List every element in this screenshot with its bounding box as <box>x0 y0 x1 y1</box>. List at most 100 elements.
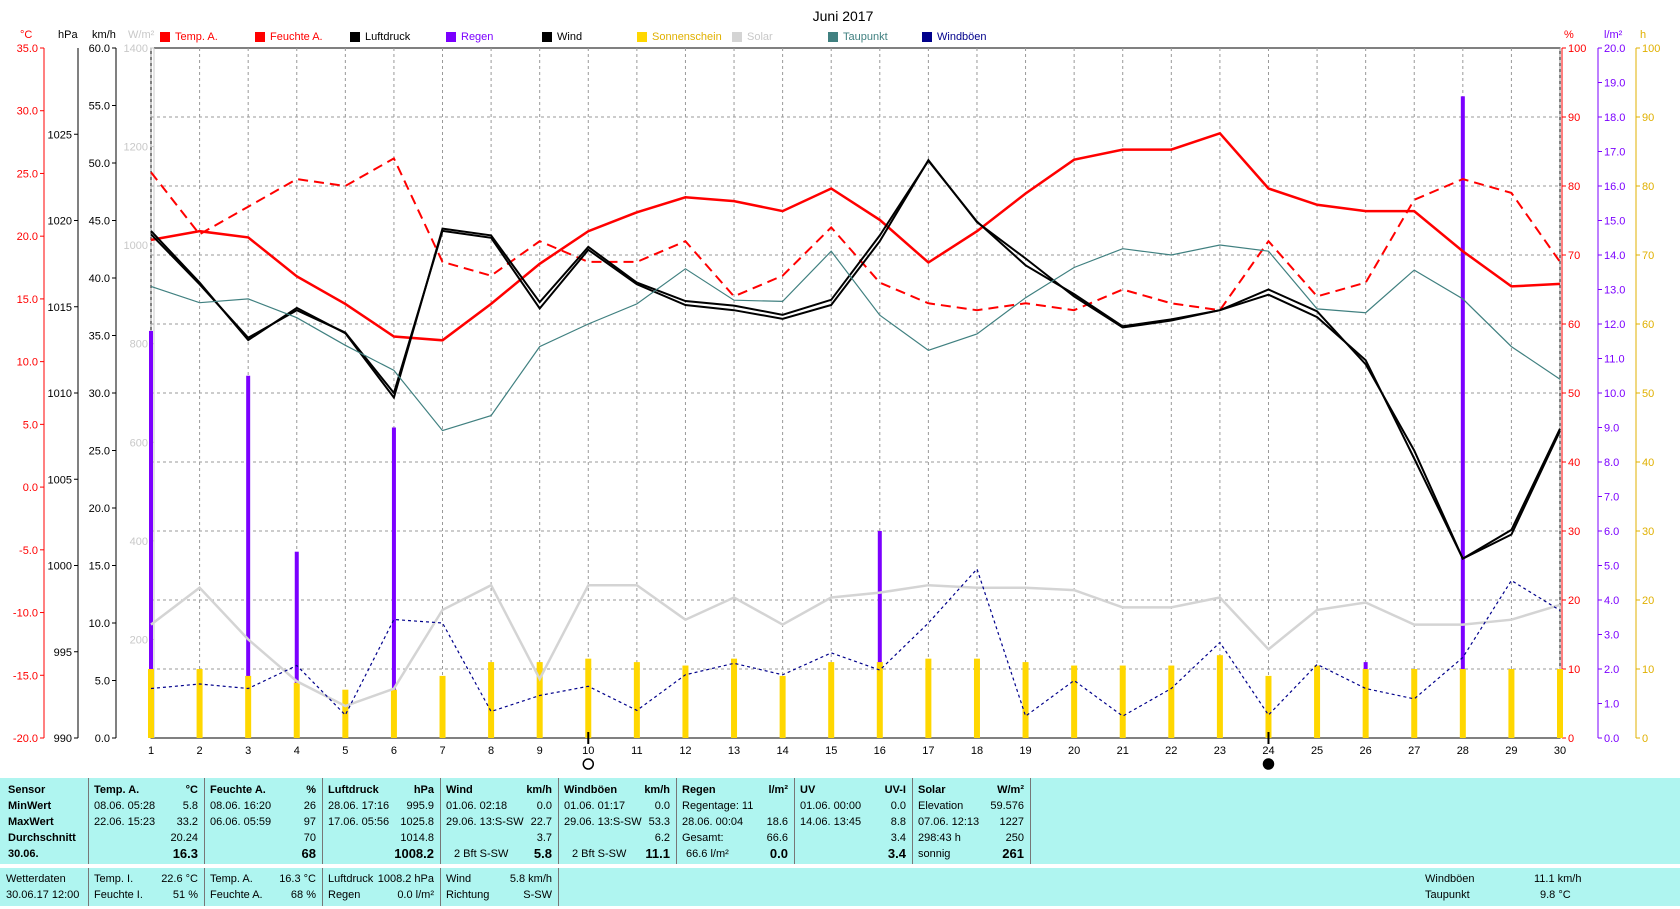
gust-min-time: 01.06. 01:17 <box>564 800 626 812</box>
sonnenschein-bar <box>585 658 592 738</box>
wind-min: 0.0 <box>536 800 552 812</box>
press-tick-label: 990 <box>54 733 72 745</box>
x-tick-label: 23 <box>1214 745 1226 757</box>
sonnenschein-bar <box>536 662 543 738</box>
rain-tick-label: 18.0 <box>1604 112 1625 124</box>
wind-tick-label: 30.0 <box>89 388 110 400</box>
x-tick-label: 21 <box>1117 745 1129 757</box>
rain-max-time: 28.06. 00:04 <box>682 816 744 828</box>
solar-tick-label: 200 <box>130 634 148 646</box>
temp-max: 33.2 <box>176 816 198 828</box>
sun-tick-label: 0 <box>1642 733 1648 745</box>
hum-current: 68 <box>301 846 316 861</box>
x-tick-label: 6 <box>391 745 397 757</box>
legend-item: Sonnenschein <box>637 30 722 44</box>
sonnenschein-bar <box>1314 665 1321 738</box>
rain-unit: l/m² <box>768 784 788 796</box>
wind-line <box>150 158 1561 561</box>
legend-item: Windböen <box>922 30 987 44</box>
x-tick-label: 27 <box>1408 745 1420 757</box>
legend-item: Feuchte A. <box>255 30 323 44</box>
rain-tick-label: 1.0 <box>1604 699 1619 711</box>
solar-elevation-label: Elevation <box>918 800 964 812</box>
direction-now: S-SW <box>523 889 552 901</box>
sonnenschein-bar <box>1411 669 1418 738</box>
press-tick-label: 1010 <box>48 388 72 400</box>
current-weather-panel: Wetterdaten 30.06.17 12:00 Temp. I. 22.6 … <box>0 868 1680 906</box>
legend-label: Feuchte A. <box>270 31 323 43</box>
legend-label: Luftdruck <box>365 31 411 43</box>
temp-outdoor-label: Temp. A. <box>210 873 253 885</box>
wind-tick-label: 0.0 <box>95 733 110 745</box>
legend-item: Taupunkt <box>828 30 888 44</box>
x-tick-label: 20 <box>1068 745 1080 757</box>
x-tick-label: 29 <box>1505 745 1517 757</box>
chart-lines <box>150 131 1561 718</box>
x-tick-label: 15 <box>825 745 837 757</box>
wind-tick-label: 15.0 <box>89 561 110 573</box>
x-tick-label: 30 <box>1554 745 1566 757</box>
hum-tick-label: 30 <box>1568 526 1580 538</box>
rain-tick-label: 2.0 <box>1604 664 1619 676</box>
temp-tick-label: 0.0 <box>23 482 38 494</box>
dewpoint-now: 9.8 °C <box>1540 889 1571 901</box>
press-unit: hPa <box>413 784 434 796</box>
stats-sensor: Sensor MinWert MaxWert Durchschnitt 30.0… <box>0 778 89 864</box>
temp-avg: 20.24 <box>170 832 198 844</box>
label-min: MinWert <box>8 800 52 812</box>
hum-tick-label: 60 <box>1568 319 1580 331</box>
rain-tick-label: 12.0 <box>1604 319 1625 331</box>
press-title: Luftdruck <box>328 784 379 796</box>
x-tick-label: 10 <box>582 745 594 757</box>
hum-outdoor-label: Feuchte A. <box>210 889 263 901</box>
uv-avg: 3.4 <box>890 832 906 844</box>
hum-tick-label: 100 <box>1568 43 1586 55</box>
solar-hours: 298:43 h <box>918 832 961 844</box>
solar-tick-label: 600 <box>130 437 148 449</box>
legend-swatch <box>732 32 742 42</box>
legend-swatch <box>828 32 838 42</box>
rain-tick-label: 0.0 <box>1604 733 1619 745</box>
sonnenschein-bar <box>390 689 397 738</box>
temp-tick-label: 25.0 <box>17 168 38 180</box>
current-date: 30.06. <box>8 848 39 860</box>
wind-tick-label: 20.0 <box>89 503 110 515</box>
sonnenschein-bar <box>1362 669 1369 738</box>
sonnenschein-bar <box>1557 669 1563 738</box>
sonnenschein-bar <box>1216 655 1223 738</box>
rain-tick-label: 13.0 <box>1604 285 1625 297</box>
hum-max-time: 06.06. 05:59 <box>210 816 272 828</box>
weather-indoor: Temp. I. 22.6 °C Feuchte I. 51 % <box>88 868 205 906</box>
x-tick-label: 1 <box>148 745 154 757</box>
hum-min-time: 08.06. 16:20 <box>210 800 272 812</box>
solar-max: 1227 <box>999 816 1024 828</box>
label-max: MaxWert <box>8 816 54 828</box>
chart-bars <box>148 96 1563 739</box>
press-max: 1025.8 <box>400 816 434 828</box>
press-now-label: Luftdruck <box>328 873 374 885</box>
temp-tick-label: 35.0 <box>17 43 38 55</box>
uv-min: 0.0 <box>890 800 906 812</box>
wind-tick-label: 5.0 <box>95 676 110 688</box>
x-tick-label: 24 <box>1262 745 1274 757</box>
wind-max: 22.7 <box>530 816 552 828</box>
press-unit-label: hPa <box>58 29 78 41</box>
x-tick-label: 7 <box>439 745 445 757</box>
temp-tick-label: 5.0 <box>23 419 38 431</box>
rain-tick-label: 20.0 <box>1604 43 1625 55</box>
uv-min-time: 01.06. 00:00 <box>800 800 862 812</box>
solar-max-time: 07.06. 12:13 <box>918 816 980 828</box>
stats-pressure: Luftdruck hPa 28.06. 17:16 995.9 17.06. 05… <box>322 778 441 864</box>
stats-gusts: Windböen km/h 01.06. 01:17 0.0 29.06. 13:S… <box>558 778 677 864</box>
solar-tick-label: 400 <box>130 536 148 548</box>
gust-max-time: 29.06. 13:S-SW <box>564 816 642 828</box>
regen-bar <box>294 551 299 738</box>
temp-min-time: 08.06. 05:28 <box>94 800 156 812</box>
temp-unit: °C <box>185 784 198 796</box>
hum-tick-label: 0 <box>1568 733 1574 745</box>
press-tick-label: 1005 <box>48 474 72 486</box>
hum-unit: % <box>306 784 316 796</box>
weather-pressure: Luftdruck 1008.2 hPa Regen 0.0 l/m² <box>322 868 441 906</box>
gust-avg: 6.2 <box>654 832 670 844</box>
temp-tick-label: 30.0 <box>17 106 38 118</box>
